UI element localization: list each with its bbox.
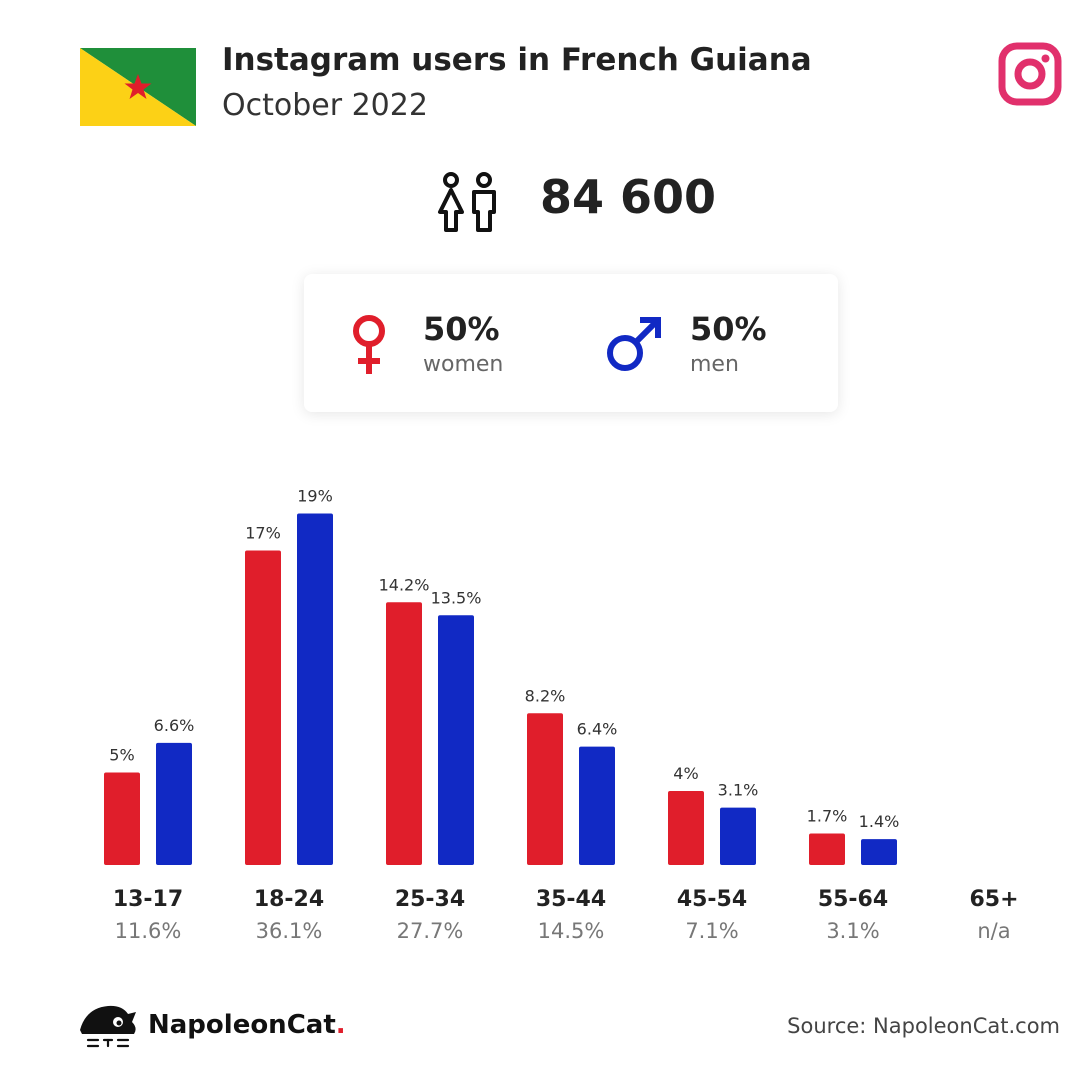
source-text: Source: NapoleonCat.com [787, 1014, 1060, 1038]
value-label-women-45-54: 4% [673, 764, 698, 783]
men-percentage: 50% [690, 310, 767, 348]
category-label-45-54: 45-54 [677, 887, 747, 912]
category-total-13-17: 11.6% [115, 919, 182, 943]
category-label-65+: 65+ [969, 887, 1018, 912]
bar-men-13-17 [156, 742, 192, 865]
category-label-18-24: 18-24 [254, 887, 324, 912]
value-label-women-35-44: 8.2% [525, 686, 566, 705]
value-label-men-35-44: 6.4% [577, 720, 618, 739]
value-label-men-18-24: 19% [297, 487, 333, 506]
instagram-icon [998, 42, 1062, 106]
total-users: 84 600 [540, 170, 717, 224]
category-label-55-64: 55-64 [818, 887, 888, 912]
bar-women-45-54 [668, 791, 704, 865]
value-label-men-45-54: 3.1% [718, 781, 759, 800]
category-total-45-54: 7.1% [685, 919, 738, 943]
value-label-men-25-34: 13.5% [431, 588, 482, 607]
bar-men-35-44 [579, 746, 615, 865]
value-label-women-55-64: 1.7% [807, 807, 848, 826]
category-total-55-64: 3.1% [826, 919, 879, 943]
category-total-65+: n/a [977, 919, 1010, 943]
people-icon [438, 172, 496, 232]
bar-women-18-24 [245, 550, 281, 865]
bar-men-18-24 [297, 513, 333, 865]
bar-men-45-54 [720, 807, 756, 865]
bar-women-55-64 [809, 833, 845, 865]
gender-card: 50% women 50% men [304, 274, 838, 412]
brand-text: NapoleonCat [148, 1010, 336, 1040]
value-label-men-55-64: 1.4% [859, 812, 900, 831]
bar-men-55-64 [861, 839, 897, 865]
category-total-18-24: 36.1% [256, 919, 323, 943]
value-label-women-18-24: 17% [245, 524, 281, 543]
category-label-13-17: 13-17 [113, 887, 183, 912]
brand-name: NapoleonCat. [148, 1010, 346, 1040]
value-label-women-13-17: 5% [109, 746, 134, 765]
brand-dot: . [335, 1010, 346, 1040]
women-label: women [423, 352, 504, 377]
category-label-25-34: 25-34 [395, 887, 465, 912]
bar-women-13-17 [104, 772, 140, 865]
category-label-35-44: 35-44 [536, 887, 606, 912]
value-label-women-25-34: 14.2% [379, 575, 430, 594]
category-total-25-34: 27.7% [397, 919, 464, 943]
bar-men-25-34 [438, 615, 474, 865]
french-guiana-flag [80, 48, 196, 126]
category-total-35-44: 14.5% [538, 919, 605, 943]
male-symbol-icon [607, 317, 661, 371]
age-gender-bar-chart: 5% 6.6% 13-17 11.6% 17% 19% 18-24 36.1% 14.2%13.… [104, 487, 1019, 943]
women-percentage: 50% [423, 310, 500, 348]
value-label-men-13-17: 6.6% [154, 716, 195, 735]
bar-women-35-44 [527, 713, 563, 865]
bar-women-25-34 [386, 602, 422, 865]
men-label: men [690, 352, 739, 377]
napoleoncat-logo-icon [80, 1005, 136, 1048]
chart-title: Instagram users in French Guiana [222, 42, 812, 78]
chart-subtitle: October 2022 [222, 88, 428, 123]
female-symbol-icon [353, 315, 385, 374]
